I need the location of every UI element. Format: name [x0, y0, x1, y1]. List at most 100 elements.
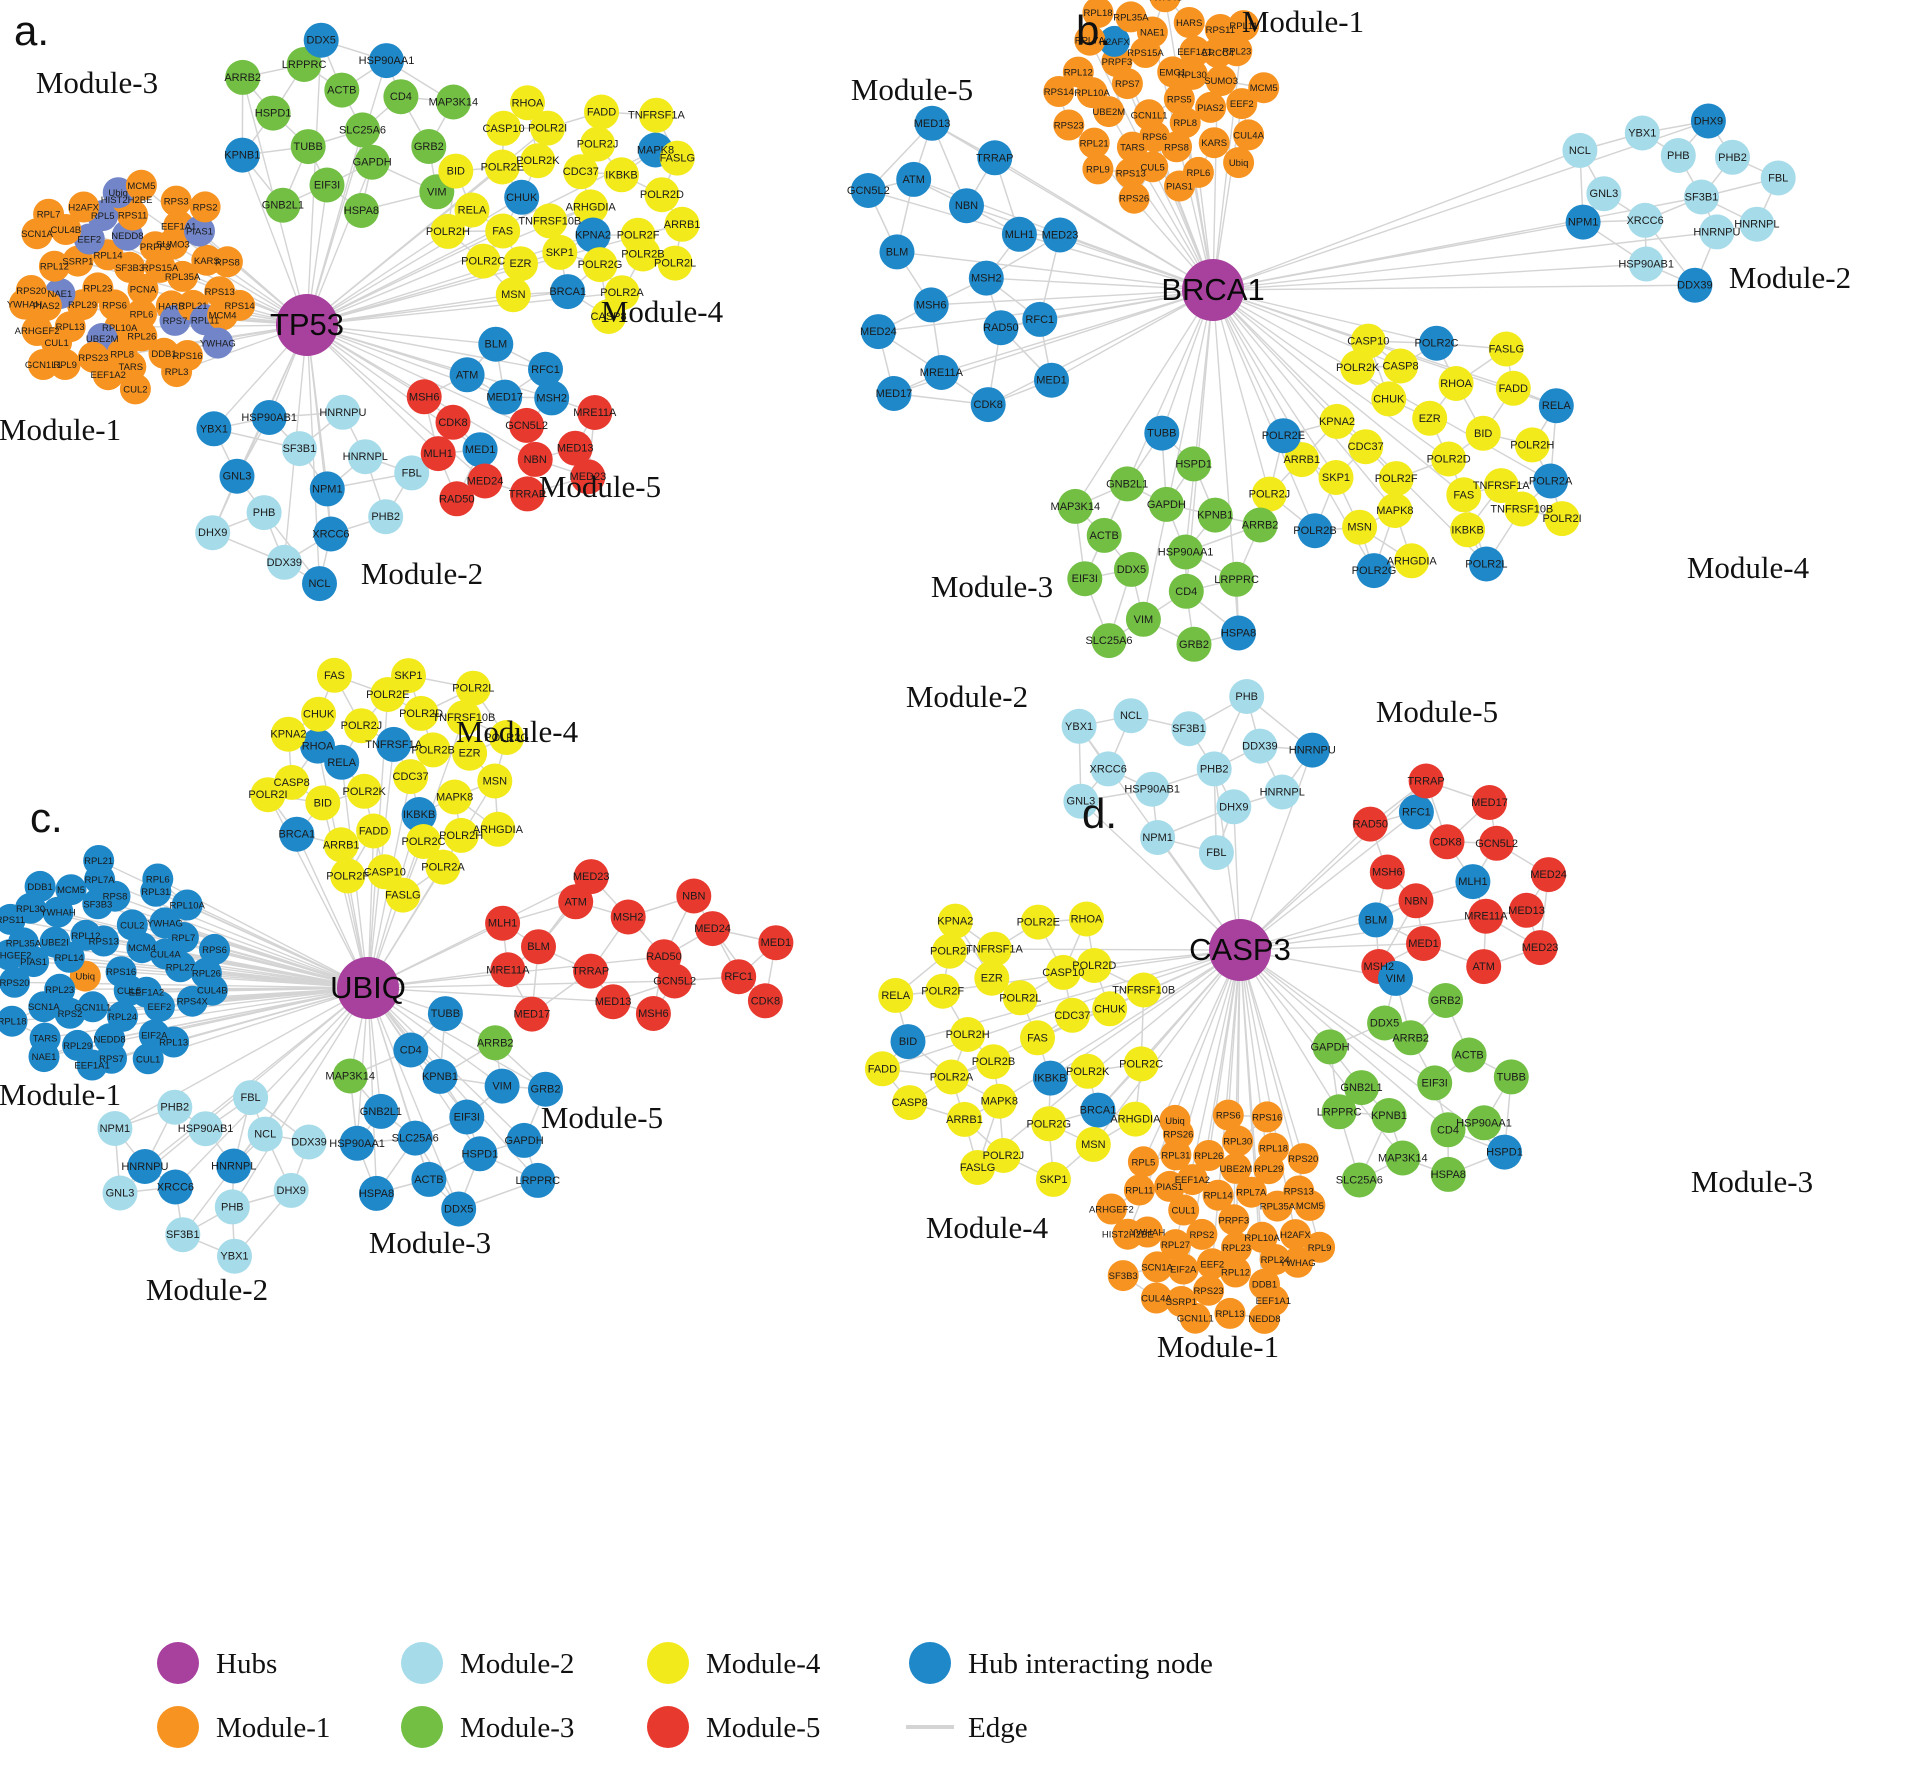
protein-node-label: EIF2A	[1170, 1265, 1197, 1276]
protein-node	[1043, 76, 1075, 107]
protein-node	[480, 811, 516, 847]
protein-node-label: RPL14	[93, 250, 122, 261]
protein-node-label: NEDD8	[93, 1034, 125, 1045]
protein-node-label: PHB	[1235, 691, 1258, 703]
protein-node	[1430, 1156, 1466, 1192]
protein-node-label: FASLG	[660, 153, 695, 165]
protein-node	[1371, 1098, 1407, 1133]
protein-node-label: HSPD1	[462, 1148, 499, 1160]
protein-node	[892, 1085, 928, 1121]
edge	[1239, 880, 1474, 951]
protein-node	[309, 167, 345, 203]
protein-node	[347, 439, 383, 475]
protein-node-label: RFC1	[724, 971, 753, 983]
protein-node	[1261, 1190, 1293, 1222]
protein-node	[1514, 427, 1550, 463]
protein-node	[1318, 460, 1354, 495]
edge	[114, 987, 369, 1130]
labels-layer: SLC25A6 TUBB ACTB GAPDH HSPD1 CD4 EIF3I LRPPRC G…	[0, 0, 1851, 1744]
module-caption: Module-3	[36, 65, 158, 100]
protein-node	[1214, 1297, 1246, 1329]
protein-node-label: EEF1A1	[74, 1061, 109, 1072]
protein-node	[1226, 88, 1258, 120]
protein-node-label: UBE2I	[41, 938, 68, 949]
protein-node	[625, 236, 661, 272]
edge	[987, 289, 1214, 406]
protein-node-label: SF3B3	[83, 899, 112, 910]
protein-node	[211, 246, 243, 278]
protein-node-label: HNRNPU	[121, 1161, 168, 1173]
protein-node	[1092, 991, 1128, 1027]
protein-node-label: EZR	[459, 748, 481, 760]
protein-node-label: TUBB	[1147, 428, 1176, 440]
protein-node-label: HNRNPL	[1734, 219, 1779, 231]
protein-node-label: HIST2H2BE	[101, 195, 153, 206]
protein-node-label: NPM1	[312, 483, 343, 495]
protein-node-label: FAS	[324, 670, 345, 682]
protein-node	[1297, 513, 1333, 549]
protein-node-label: DHX9	[198, 527, 227, 539]
protein-node	[346, 773, 382, 809]
protein-node-label: KARS	[194, 256, 220, 267]
edge	[1239, 811, 1417, 951]
protein-node	[1154, 1170, 1186, 1202]
protein-node	[638, 97, 674, 133]
protein-node-label: RPL24	[108, 1012, 137, 1023]
protein-node-label: RPL30	[1178, 70, 1207, 81]
protein-node-label: SKP1	[394, 670, 422, 682]
protein-node	[1465, 415, 1501, 451]
protein-node-label: ARRB2	[1392, 1032, 1429, 1044]
protein-node-label: FBL	[241, 1092, 261, 1104]
protein-node-label: EEF1A2	[129, 988, 164, 999]
protein-node	[1074, 24, 1106, 56]
protein-node-label: RHOA	[512, 97, 544, 109]
protein-node-label: POLR2F	[617, 230, 660, 242]
protein-node-label: MED17	[486, 392, 523, 404]
protein-node-label: SKP1	[1322, 472, 1350, 484]
protein-node-label: CUL5	[1141, 162, 1165, 173]
protein-node	[1069, 901, 1104, 937]
protein-node	[1075, 1126, 1111, 1162]
protein-node	[1690, 103, 1726, 139]
module-caption: Module-5	[539, 469, 661, 504]
module-caption: Module-3	[369, 1225, 491, 1260]
protein-node-label: RPL31	[141, 887, 170, 898]
protein-node-label: POLR2F	[326, 870, 369, 882]
protein-node-label: RPL11	[191, 315, 219, 326]
protein-node-label: RPL18	[1259, 1144, 1288, 1155]
protein-node-label: GNB2L1	[1340, 1082, 1382, 1094]
protein-node-label: KPNB1	[422, 1071, 458, 1083]
protein-node	[1699, 214, 1735, 250]
protein-node-label: RELA	[1542, 400, 1571, 412]
protein-node	[1522, 930, 1558, 966]
protein-node-label: RPL5	[1132, 1157, 1156, 1168]
protein-node-label: VIM	[1134, 614, 1154, 626]
protein-node	[411, 129, 447, 164]
protein-node-label: MAP3K14	[1051, 501, 1101, 513]
protein-node	[1196, 751, 1232, 787]
protein-node	[676, 878, 712, 914]
protein-node-label: NBN	[1404, 895, 1427, 907]
protein-node	[1504, 491, 1540, 527]
protein-node-label: NPM1	[1568, 217, 1599, 229]
protein-node-label: FADD	[359, 826, 388, 838]
protein-node-label: H2AFX	[68, 203, 99, 214]
protein-node	[92, 359, 124, 391]
hub-label: BRCA1	[1161, 272, 1264, 307]
edge	[1239, 749, 1313, 951]
edge	[306, 324, 496, 345]
protein-node	[1054, 997, 1090, 1033]
protein-node-label: ARRB1	[946, 1114, 983, 1126]
protein-node-label: HSP90AA1	[1158, 547, 1214, 559]
protein-node	[214, 1189, 250, 1225]
protein-node	[1760, 160, 1796, 196]
protein-node	[1377, 493, 1413, 528]
hub-label: TP53	[270, 307, 344, 342]
protein-node-label: POLR2J	[983, 1150, 1025, 1162]
protein-node-label: GCN5L2	[847, 185, 890, 197]
protein-node	[509, 407, 545, 443]
protein-node-label: POLR2A	[1529, 476, 1573, 488]
protein-node-label: EZR	[1419, 413, 1441, 425]
protein-node-label: RAD50	[439, 493, 474, 505]
protein-node-label: RPL10A	[102, 323, 138, 334]
